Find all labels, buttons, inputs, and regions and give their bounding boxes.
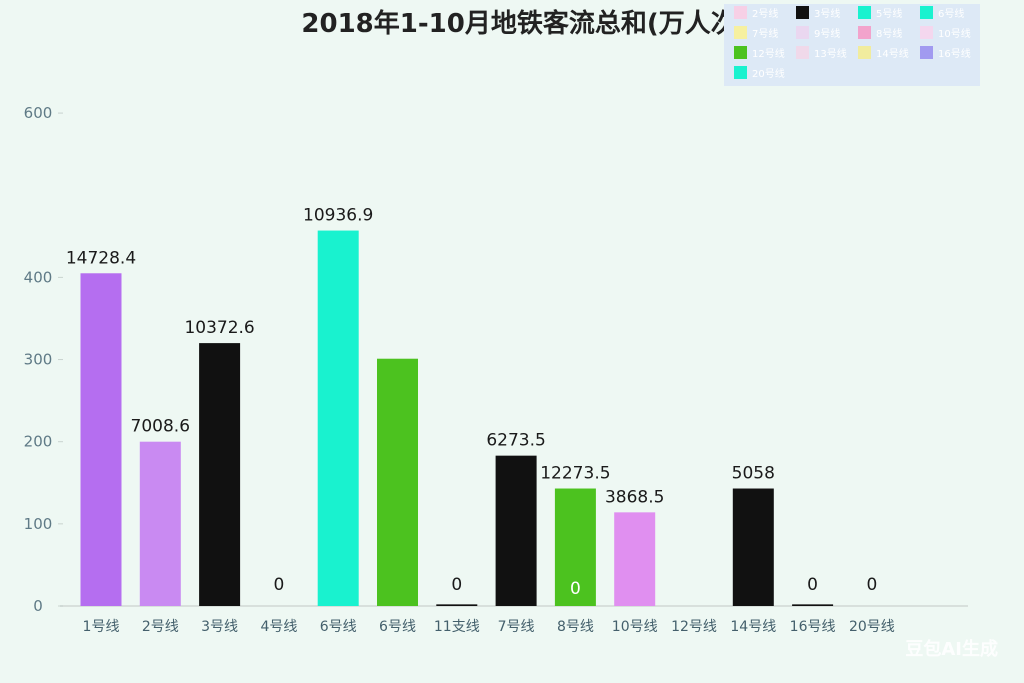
legend-swatch — [858, 26, 871, 39]
legend-label: 9号线 — [814, 27, 840, 40]
legend-label: 2号线 — [752, 7, 778, 20]
watermark: 豆包AI生成 — [905, 638, 998, 660]
legend-swatch — [920, 26, 933, 39]
bar — [614, 512, 656, 606]
legend-label: 6号线 — [938, 7, 964, 20]
x-tick-label: 6号线 — [379, 619, 416, 635]
legend-label: 5号线 — [876, 7, 902, 20]
data-label: 0 — [866, 575, 877, 595]
x-tick-label: 4号线 — [260, 619, 297, 635]
x-tick-label: 1号线 — [83, 619, 120, 635]
y-axis: 0 100 200 300 400 600 — [24, 104, 63, 615]
legend-label: 8号线 — [876, 27, 902, 40]
x-tick-label: 7号线 — [498, 619, 535, 635]
legend-label: 14号线 — [876, 47, 909, 60]
bar — [199, 343, 241, 606]
legend-label: 12号线 — [752, 47, 785, 60]
data-labels: 14728.4 7008.6 10372.6 0 10936.9 0 6273.5 12273… — [66, 206, 877, 599]
bar — [317, 230, 359, 606]
legend-swatch — [858, 6, 871, 19]
bars — [80, 230, 834, 606]
bar — [732, 488, 774, 606]
x-axis-labels: 1号线 2号线 3号线 4号线 6号线 6号线 11支线 7号线 8号线 10号线 12号线 14号线… — [83, 619, 895, 635]
data-label: 5058 — [732, 464, 775, 484]
x-tick-label: 8号线 — [557, 619, 594, 635]
bar — [554, 488, 596, 606]
bar — [436, 604, 478, 606]
legend-label: 16号线 — [938, 47, 971, 60]
bar — [377, 358, 418, 606]
data-label: 0 — [451, 575, 462, 595]
data-label: 6273.5 — [486, 431, 545, 451]
legend-box — [724, 4, 980, 86]
legend-swatch — [734, 26, 747, 39]
data-label: 3868.5 — [605, 487, 664, 507]
x-tick-label: 11支线 — [434, 619, 480, 635]
y-tick-label: 200 — [24, 433, 53, 451]
x-tick-label: 3号线 — [201, 619, 238, 635]
legend-swatch — [734, 66, 747, 79]
legend-label: 20号线 — [752, 67, 785, 80]
legend: 2号线 3号线 5号线 6号线 7号线 9号线 8号线 10号线 12号线 13号线 14号线 16号… — [734, 6, 971, 80]
legend-swatch — [796, 6, 809, 19]
data-label: 14728.4 — [66, 248, 136, 268]
legend-label: 3号线 — [814, 7, 840, 20]
data-label: 10936.9 — [303, 206, 373, 226]
x-tick-label: 6号线 — [320, 619, 357, 635]
legend-swatch — [796, 26, 809, 39]
bar — [495, 455, 537, 606]
y-tick-label: 300 — [24, 351, 53, 369]
data-label: 10372.6 — [184, 318, 254, 338]
legend-swatch — [858, 46, 871, 59]
inside-data-label: 0 — [570, 579, 581, 599]
data-label: 7008.6 — [131, 417, 190, 437]
x-tick-label: 14号线 — [730, 619, 776, 635]
legend-swatch — [920, 46, 933, 59]
y-tick-label: 400 — [24, 268, 53, 286]
x-tick-label: 16号线 — [790, 619, 836, 635]
legend-label: 13号线 — [814, 47, 847, 60]
legend-swatch — [796, 46, 809, 59]
chart-title: 2018年1-10月地铁客流总和(万人次) — [301, 8, 748, 39]
data-label: 12273.5 — [540, 464, 610, 484]
legend-label: 10号线 — [938, 27, 971, 40]
x-tick-label: 12号线 — [671, 619, 717, 635]
data-label: 0 — [807, 575, 818, 595]
x-tick-label: 2号线 — [142, 619, 179, 635]
y-tick-label: 0 — [33, 597, 43, 615]
y-tick-label: 100 — [24, 515, 53, 533]
bar — [80, 273, 122, 606]
legend-swatch — [734, 46, 747, 59]
y-tick-label: 600 — [24, 104, 53, 122]
x-tick-label: 20号线 — [849, 619, 895, 635]
legend-swatch — [734, 6, 747, 19]
bar — [792, 604, 834, 606]
legend-swatch — [920, 6, 933, 19]
bar — [139, 441, 181, 606]
data-label: 0 — [273, 575, 284, 595]
legend-label: 7号线 — [752, 27, 778, 40]
x-tick-label: 10号线 — [612, 619, 658, 635]
